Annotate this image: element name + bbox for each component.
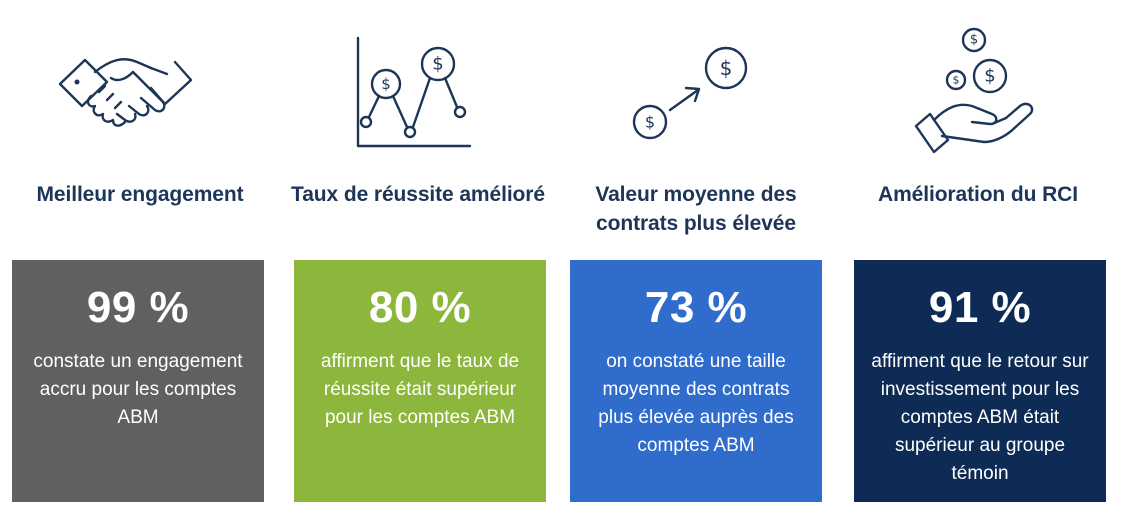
stat-card-contract-value: 73 % on constaté une taille moyenne des … (570, 260, 822, 502)
handshake-icon (55, 22, 195, 162)
svg-text:$: $ (720, 56, 733, 80)
stat-card-success-rate: 80 % affirment que le taux de réussite é… (294, 260, 546, 502)
stat-card-engagement: 99 % constate un engagement accru pour l… (12, 260, 264, 502)
stat-description: affirment que le retour sur investisseme… (871, 351, 1089, 484)
stat-description: on constaté une taille moyenne des contr… (598, 351, 794, 456)
stat-description: affirment que le taux de réussite était … (320, 351, 520, 428)
svg-text:$: $ (970, 33, 978, 48)
stat-percent: 80 % (368, 283, 472, 332)
heading-engagement: Meilleur engagement (36, 183, 244, 206)
stat-percent: 99 % (86, 283, 190, 332)
growth-dollar-arrow-icon: $ $ (630, 22, 760, 162)
stat-percent: 91 % (928, 283, 1032, 332)
heading-success-rate: Taux de réussite amélioré (291, 183, 545, 206)
heading-roi: Amélioration du RCI (878, 183, 1078, 206)
svg-text:$: $ (984, 66, 995, 87)
svg-text:$: $ (432, 54, 443, 75)
line-chart-dollar-icon: $ $ (352, 22, 472, 162)
stat-percent: 73 % (644, 283, 748, 332)
heading-contract-value: Valeur moyenne des contrats plus élevée (595, 183, 797, 235)
svg-text:$: $ (381, 75, 391, 93)
stat-card-roi: 91 % affirment que le retour sur investi… (854, 260, 1106, 502)
svg-text:$: $ (645, 113, 655, 132)
svg-text:$: $ (953, 74, 960, 87)
hand-coins-icon: $ $ $ (912, 22, 1042, 162)
stat-description: constate un engagement accru pour les co… (33, 351, 243, 428)
